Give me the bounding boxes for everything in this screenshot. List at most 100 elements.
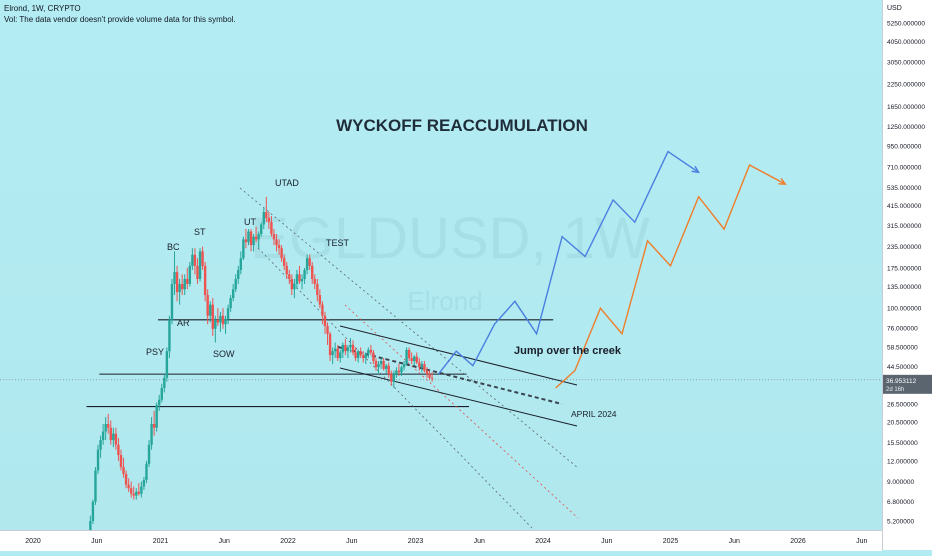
time-axis[interactable]: 2020 Jun 2021 Jun 2022 Jun 2023 Jun 2024 Jun 2025 J… bbox=[0, 530, 882, 551]
time-tick: Jun bbox=[856, 538, 867, 545]
candle bbox=[384, 365, 388, 369]
candle bbox=[341, 344, 345, 353]
candle bbox=[260, 224, 263, 235]
annotations: PSY BC AR ST SOW UT UTAD TEST Jump over the cree… bbox=[146, 178, 622, 419]
candle bbox=[321, 304, 324, 316]
current-price-value: 36.953112 bbox=[886, 378, 917, 385]
time-axis-svg: 2020 Jun 2021 Jun 2022 Jun 2023 Jun 2024 Jun 2025 J… bbox=[25, 538, 867, 545]
candle bbox=[160, 387, 163, 400]
candle bbox=[372, 352, 375, 361]
candle bbox=[349, 344, 352, 348]
time-tick: Jun bbox=[219, 538, 230, 545]
candle bbox=[112, 433, 115, 441]
price-tick: 9.000000 bbox=[887, 479, 914, 486]
candle bbox=[229, 298, 232, 309]
candle bbox=[428, 374, 431, 378]
candle bbox=[211, 304, 214, 329]
candle bbox=[430, 377, 434, 379]
time-tick: 2026 bbox=[790, 538, 806, 545]
price-axis-svg: USD 5250.000000 4050.000000 3050.000000 2250… bbox=[883, 5, 932, 526]
candle bbox=[237, 269, 240, 279]
time-tick: 2024 bbox=[535, 538, 551, 545]
candle bbox=[165, 351, 169, 378]
candle bbox=[272, 234, 276, 240]
candle bbox=[137, 491, 141, 494]
candle bbox=[405, 349, 408, 365]
price-tick: 20.500000 bbox=[887, 420, 918, 427]
candle bbox=[288, 274, 291, 279]
symbol-header: Elrond, 1W, CRYPTO bbox=[4, 4, 81, 13]
candle bbox=[356, 351, 360, 359]
candle bbox=[359, 351, 362, 356]
candle bbox=[178, 283, 181, 293]
candle bbox=[374, 360, 378, 368]
candle bbox=[282, 258, 286, 266]
candle bbox=[254, 236, 258, 240]
candle bbox=[313, 278, 316, 284]
time-tick: Jun bbox=[346, 538, 357, 545]
channel-line-upper bbox=[239, 187, 579, 469]
candle bbox=[221, 315, 225, 325]
annotation-label: PSY bbox=[146, 347, 164, 357]
countdown-label: 2d 16h bbox=[886, 387, 904, 393]
candle bbox=[186, 278, 189, 284]
candle bbox=[267, 217, 271, 223]
candle bbox=[234, 278, 237, 290]
candle bbox=[295, 274, 299, 284]
price-tick: 100.000000 bbox=[887, 306, 922, 313]
currency-label: USD bbox=[887, 5, 902, 12]
candle bbox=[326, 326, 329, 334]
candle bbox=[198, 251, 202, 279]
candle bbox=[249, 231, 253, 246]
candle bbox=[377, 364, 380, 368]
projection-blue-arrow bbox=[691, 165, 700, 174]
candle bbox=[285, 265, 288, 275]
candle bbox=[413, 356, 416, 361]
price-tick: 5.200000 bbox=[887, 519, 914, 526]
candle bbox=[318, 295, 322, 305]
candle bbox=[175, 272, 179, 293]
price-tick: 1650.000000 bbox=[887, 104, 925, 111]
candle bbox=[99, 440, 102, 450]
price-tick: 710.000000 bbox=[887, 165, 922, 172]
candle bbox=[145, 463, 148, 480]
candle bbox=[293, 283, 296, 290]
candle bbox=[219, 315, 222, 323]
wedge-lower bbox=[339, 367, 578, 427]
candle bbox=[336, 348, 339, 359]
candle bbox=[290, 278, 294, 290]
candle bbox=[180, 283, 184, 290]
price-axis[interactable]: USD 5250.000000 4050.000000 3050.000000 2250… bbox=[882, 0, 932, 550]
annotation-label: UTAD bbox=[275, 178, 299, 188]
candle bbox=[316, 283, 319, 296]
candle bbox=[392, 374, 396, 382]
candle bbox=[300, 278, 304, 282]
candle bbox=[201, 251, 204, 266]
annotation-label: SOW bbox=[213, 349, 235, 359]
current-price-badge bbox=[883, 374, 932, 394]
time-tick: Jun bbox=[601, 538, 612, 545]
candle bbox=[224, 319, 227, 325]
annotation-label: AR bbox=[177, 318, 190, 328]
price-tick: 315.000000 bbox=[887, 223, 922, 230]
annotation-label: ST bbox=[194, 227, 206, 237]
candle bbox=[275, 239, 278, 246]
price-tick: 535.000000 bbox=[887, 185, 922, 192]
time-tick: 2021 bbox=[153, 538, 169, 545]
candle bbox=[331, 351, 334, 356]
candle bbox=[364, 353, 367, 359]
candle bbox=[188, 265, 192, 284]
candle bbox=[277, 245, 281, 249]
candle bbox=[407, 349, 411, 359]
candle bbox=[135, 491, 138, 496]
candle bbox=[163, 377, 166, 388]
candle bbox=[96, 449, 100, 471]
price-tick: 1250.000000 bbox=[887, 124, 925, 131]
projections bbox=[437, 150, 787, 389]
candle bbox=[206, 295, 209, 316]
projection-orange-arrow bbox=[778, 178, 787, 185]
candle bbox=[94, 470, 97, 502]
price-tick: 950.000000 bbox=[887, 144, 922, 151]
